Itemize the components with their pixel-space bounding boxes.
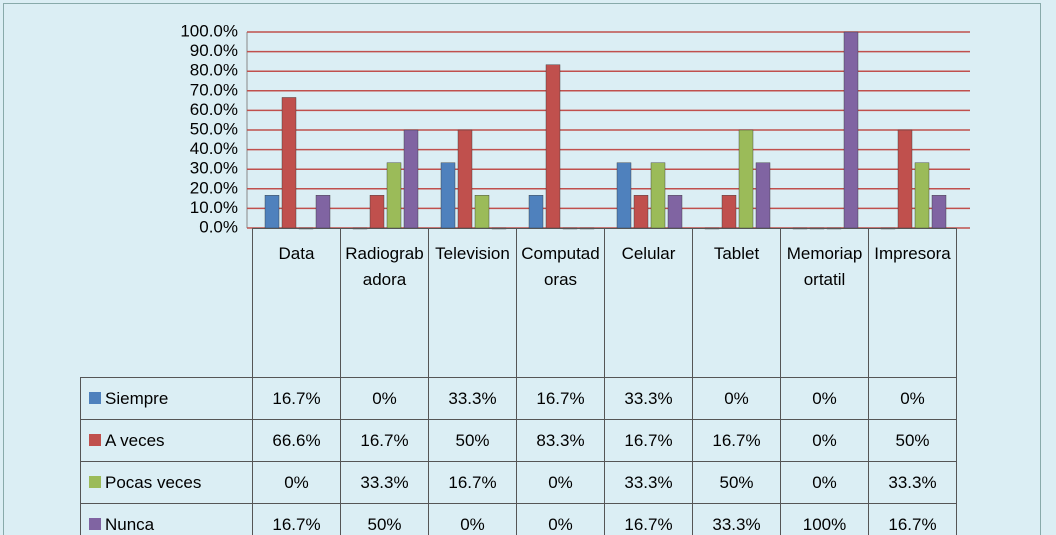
legend-label: A veces: [105, 430, 165, 450]
legend-swatch: [89, 475, 101, 488]
bar: [315, 195, 331, 229]
table-corner: [80, 228, 253, 378]
bar: [457, 129, 473, 229]
bar: [264, 195, 280, 229]
bar: [721, 195, 737, 229]
legend-label: Nunca: [105, 514, 155, 534]
bar: [843, 31, 859, 229]
y-tick-label: 60.0%: [190, 100, 238, 119]
x-tick-label: Celular: [604, 228, 693, 378]
data-label: 33.3%: [868, 461, 957, 504]
data-label: 50%: [428, 419, 517, 462]
legend-label: Siempre: [105, 388, 169, 408]
data-label: 50%: [692, 461, 781, 504]
legend-swatch: [89, 517, 101, 530]
data-label: 83.3%: [516, 419, 605, 462]
data-label: 16.7%: [604, 419, 693, 462]
data-label: 0%: [428, 503, 517, 535]
bar: [386, 162, 402, 229]
data-label: 0%: [252, 461, 341, 504]
legend-entry: Pocas veces: [80, 461, 253, 504]
data-label: 0%: [516, 461, 605, 504]
y-tick-label: 40.0%: [190, 139, 238, 158]
bar: [738, 129, 754, 229]
x-tick-label: Television: [428, 228, 517, 378]
data-label: 16.7%: [252, 503, 341, 535]
data-label: 16.7%: [340, 419, 429, 462]
bar: [931, 195, 947, 229]
data-label: 16.7%: [516, 377, 605, 420]
bar: [528, 195, 544, 229]
y-tick-label: 100.0%: [180, 21, 238, 40]
data-label: 16.7%: [604, 503, 693, 535]
data-label: 0%: [780, 461, 869, 504]
data-label: 0%: [780, 377, 869, 420]
bar: [440, 162, 456, 229]
data-label: 0%: [340, 377, 429, 420]
data-label: 33.3%: [692, 503, 781, 535]
legend-entry: A veces: [80, 419, 253, 462]
x-tick-label: Data: [252, 228, 341, 378]
y-tick-label: 10.0%: [190, 198, 238, 217]
bar: [281, 97, 297, 229]
data-table: Data Radiograbadora Television Computadoras…: [80, 228, 957, 535]
y-tick-label: 90.0%: [190, 41, 238, 60]
bar: [914, 162, 930, 229]
bar: [755, 162, 771, 229]
data-label: 0%: [692, 377, 781, 420]
bar: [403, 129, 419, 229]
x-tick-label: Memoriaportatil: [780, 228, 869, 378]
data-label: 33.3%: [604, 461, 693, 504]
data-label: 100%: [780, 503, 869, 535]
data-label: 0%: [780, 419, 869, 462]
bar: [369, 195, 385, 229]
x-tick-label: Impresora: [868, 228, 957, 378]
data-label: 33.3%: [428, 377, 517, 420]
bar: [897, 129, 913, 229]
bar: [545, 64, 561, 229]
legend-entry: Nunca: [80, 503, 253, 535]
y-tick-label: 80.0%: [190, 61, 238, 80]
y-tick-label: 20.0%: [190, 178, 238, 197]
data-label: 66.6%: [252, 419, 341, 462]
y-tick-label: 50.0%: [190, 119, 238, 138]
legend-label: Pocas veces: [105, 472, 202, 492]
data-label: 16.7%: [252, 377, 341, 420]
x-tick-label: Computadoras: [516, 228, 605, 378]
x-tick-label: Radiograbadora: [340, 228, 429, 378]
data-label: 50%: [340, 503, 429, 535]
legend-swatch: [89, 433, 101, 446]
bar: [650, 162, 666, 229]
bar: [474, 195, 490, 229]
chart-frame: [3, 3, 1041, 535]
data-label: 16.7%: [868, 503, 957, 535]
x-tick-label: Tablet: [692, 228, 781, 378]
y-tick-label: 70.0%: [190, 80, 238, 99]
data-label: 33.3%: [604, 377, 693, 420]
y-tick-label: 30.0%: [190, 159, 238, 178]
bar: [616, 162, 632, 229]
data-label: 0%: [516, 503, 605, 535]
bar: [667, 195, 683, 229]
data-label: 50%: [868, 419, 957, 462]
data-label: 0%: [868, 377, 957, 420]
legend-entry: Siempre: [80, 377, 253, 420]
legend-swatch: [89, 391, 101, 404]
bar: [633, 195, 649, 229]
data-label: 33.3%: [340, 461, 429, 504]
data-label: 16.7%: [428, 461, 517, 504]
data-label: 16.7%: [692, 419, 781, 462]
